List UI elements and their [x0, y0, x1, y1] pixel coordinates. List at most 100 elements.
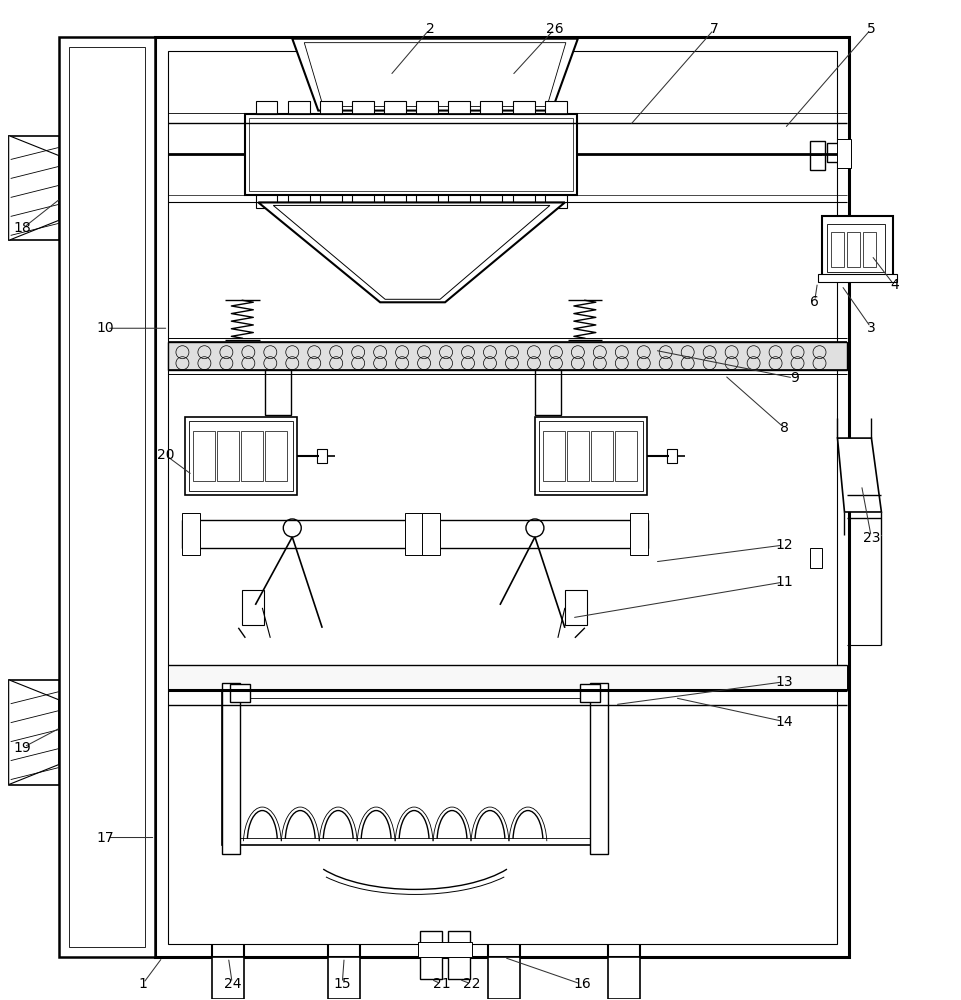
Bar [230, 698, 597, 838]
Bar [168, 342, 847, 370]
Bar [826, 224, 884, 272]
Bar [183, 513, 200, 555]
Bar [480, 195, 502, 208]
Text: 7: 7 [709, 22, 718, 36]
Bar [265, 370, 291, 415]
Bar [9, 680, 59, 785]
Text: 20: 20 [157, 448, 174, 462]
Bar [168, 665, 847, 690]
Bar [542, 431, 564, 481]
Bar [405, 513, 423, 555]
Text: 17: 17 [97, 831, 114, 845]
Bar [487, 957, 519, 999]
Bar [193, 431, 215, 481]
Text: 1: 1 [138, 977, 147, 991]
Bar [241, 431, 263, 481]
Polygon shape [292, 39, 578, 111]
Bar [416, 195, 437, 208]
Bar [245, 114, 577, 195]
Bar [579, 684, 600, 702]
Polygon shape [259, 202, 564, 302]
Bar [317, 449, 327, 463]
Bar [847, 232, 859, 267]
Text: 9: 9 [789, 371, 799, 385]
Bar [666, 449, 676, 463]
Bar [416, 101, 437, 114]
Text: 8: 8 [779, 421, 788, 435]
Text: 12: 12 [775, 538, 793, 552]
Text: 14: 14 [775, 715, 793, 729]
Bar [448, 195, 470, 208]
Bar [448, 931, 470, 979]
Bar [809, 548, 821, 568]
Bar [629, 513, 647, 555]
Text: 2: 2 [426, 22, 434, 36]
Text: 4: 4 [889, 278, 898, 292]
Bar [534, 370, 560, 415]
Bar [9, 136, 59, 240]
Bar [265, 431, 287, 481]
Bar [422, 513, 439, 555]
Bar [538, 421, 642, 491]
Polygon shape [9, 136, 59, 240]
Bar [544, 101, 566, 114]
Bar [156, 37, 849, 957]
Bar [352, 195, 374, 208]
Bar [352, 101, 374, 114]
Bar [256, 101, 277, 114]
Bar [566, 431, 588, 481]
Bar [383, 101, 406, 114]
Bar [242, 590, 264, 625]
Bar [256, 195, 277, 208]
Bar [287, 195, 309, 208]
Bar [837, 139, 850, 168]
Text: 21: 21 [432, 977, 451, 991]
Bar [512, 195, 534, 208]
Bar [217, 431, 239, 481]
Text: 22: 22 [463, 977, 480, 991]
Bar [821, 216, 893, 278]
Bar [564, 590, 586, 625]
Text: 23: 23 [862, 531, 879, 545]
Polygon shape [9, 680, 59, 785]
Bar [185, 417, 297, 495]
Bar [383, 195, 406, 208]
Bar [212, 957, 244, 999]
Bar [222, 683, 240, 854]
Bar [287, 101, 309, 114]
Bar [328, 957, 359, 999]
Bar [183, 520, 422, 548]
Bar [544, 195, 566, 208]
Text: 19: 19 [13, 741, 32, 755]
Text: 26: 26 [546, 22, 563, 36]
Bar [319, 195, 341, 208]
Text: 3: 3 [866, 321, 875, 335]
Bar [249, 118, 572, 191]
Text: 13: 13 [775, 675, 793, 689]
Bar [863, 232, 875, 267]
Text: 11: 11 [775, 575, 793, 589]
Bar [512, 101, 534, 114]
Bar [534, 417, 646, 495]
Bar [830, 232, 844, 267]
Bar [809, 141, 824, 170]
Polygon shape [837, 438, 880, 512]
Text: 10: 10 [97, 321, 114, 335]
Bar [407, 520, 647, 548]
Bar [826, 143, 849, 162]
Bar [319, 101, 341, 114]
Bar [59, 37, 156, 957]
Bar [222, 690, 606, 845]
Text: 15: 15 [333, 977, 351, 991]
Bar [817, 274, 897, 282]
Bar [189, 421, 293, 491]
Text: 6: 6 [809, 295, 818, 309]
Bar [230, 684, 250, 702]
Text: 24: 24 [223, 977, 241, 991]
Bar [68, 47, 145, 947]
Bar [420, 931, 442, 979]
Text: 18: 18 [13, 221, 32, 235]
Bar [589, 683, 607, 854]
Bar [448, 101, 470, 114]
Bar [614, 431, 636, 481]
